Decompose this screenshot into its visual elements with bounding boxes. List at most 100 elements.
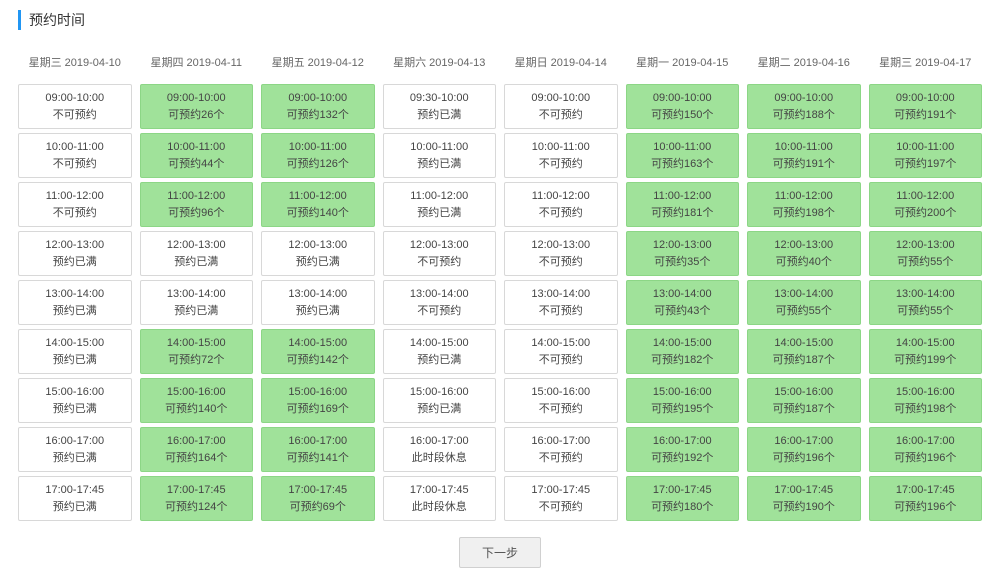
slot-status: 不可预约 bbox=[21, 205, 129, 222]
time-slot: 14:00-15:00预约已满 bbox=[383, 329, 497, 374]
time-slot[interactable]: 16:00-17:00可预约164个 bbox=[140, 427, 254, 472]
time-slot[interactable]: 17:00-17:45可预约196个 bbox=[869, 476, 983, 521]
slot-time: 11:00-12:00 bbox=[507, 188, 615, 205]
slot-status: 可预约191个 bbox=[872, 107, 980, 124]
time-slot[interactable]: 16:00-17:00可预约196个 bbox=[747, 427, 861, 472]
slot-time: 15:00-16:00 bbox=[143, 384, 251, 401]
time-slot[interactable]: 10:00-11:00可预约163个 bbox=[626, 133, 740, 178]
slot-status: 预约已满 bbox=[386, 205, 494, 222]
slot-time: 16:00-17:00 bbox=[507, 433, 615, 450]
slot-time: 11:00-12:00 bbox=[21, 188, 129, 205]
slot-status: 可预约187个 bbox=[750, 352, 858, 369]
day-header: 星期一 2019-04-15 bbox=[626, 48, 740, 80]
time-slot[interactable]: 09:00-10:00可预约191个 bbox=[869, 84, 983, 129]
slot-time: 17:00-17:45 bbox=[143, 482, 251, 499]
time-slot[interactable]: 16:00-17:00可预约196个 bbox=[869, 427, 983, 472]
time-slot: 17:00-17:45不可预约 bbox=[504, 476, 618, 521]
slot-status: 可预约196个 bbox=[872, 499, 980, 516]
slot-time: 09:00-10:00 bbox=[872, 90, 980, 107]
slot-status: 可预约182个 bbox=[629, 352, 737, 369]
time-slot[interactable]: 14:00-15:00可预约199个 bbox=[869, 329, 983, 374]
time-slot[interactable]: 11:00-12:00可预约140个 bbox=[261, 182, 375, 227]
time-slot[interactable]: 11:00-12:00可预约200个 bbox=[869, 182, 983, 227]
slot-time: 12:00-13:00 bbox=[872, 237, 980, 254]
time-slot[interactable]: 15:00-16:00可预约140个 bbox=[140, 378, 254, 423]
day-header: 星期四 2019-04-11 bbox=[140, 48, 254, 80]
time-slot: 13:00-14:00不可预约 bbox=[383, 280, 497, 325]
time-slot[interactable]: 13:00-14:00可预约55个 bbox=[869, 280, 983, 325]
slot-status: 不可预约 bbox=[21, 107, 129, 124]
time-slot[interactable]: 11:00-12:00可预约181个 bbox=[626, 182, 740, 227]
slot-status: 可预约163个 bbox=[629, 156, 737, 173]
slot-status: 可预约195个 bbox=[629, 401, 737, 418]
time-slot[interactable]: 16:00-17:00可预约192个 bbox=[626, 427, 740, 472]
time-slot: 15:00-16:00不可预约 bbox=[504, 378, 618, 423]
slot-time: 10:00-11:00 bbox=[143, 139, 251, 156]
time-slot[interactable]: 14:00-15:00可预约142个 bbox=[261, 329, 375, 374]
slot-time: 10:00-11:00 bbox=[872, 139, 980, 156]
day-header: 星期三 2019-04-17 bbox=[869, 48, 983, 80]
slot-status: 可预约169个 bbox=[264, 401, 372, 418]
time-slot: 13:00-14:00不可预约 bbox=[504, 280, 618, 325]
time-slot[interactable]: 10:00-11:00可预约197个 bbox=[869, 133, 983, 178]
slot-time: 11:00-12:00 bbox=[750, 188, 858, 205]
time-slot[interactable]: 10:00-11:00可预约44个 bbox=[140, 133, 254, 178]
time-slot[interactable]: 14:00-15:00可预约72个 bbox=[140, 329, 254, 374]
slot-time: 11:00-12:00 bbox=[143, 188, 251, 205]
time-slot[interactable]: 09:00-10:00可预约132个 bbox=[261, 84, 375, 129]
time-slot[interactable]: 17:00-17:45可预约124个 bbox=[140, 476, 254, 521]
time-slot[interactable]: 09:00-10:00可预约188个 bbox=[747, 84, 861, 129]
slot-status: 预约已满 bbox=[143, 254, 251, 271]
time-slot[interactable]: 15:00-16:00可预约169个 bbox=[261, 378, 375, 423]
time-slot[interactable]: 12:00-13:00可预约35个 bbox=[626, 231, 740, 276]
slot-status: 可预约132个 bbox=[264, 107, 372, 124]
slot-time: 12:00-13:00 bbox=[750, 237, 858, 254]
slot-time: 13:00-14:00 bbox=[750, 286, 858, 303]
day-header: 星期六 2019-04-13 bbox=[383, 48, 497, 80]
slot-status: 不可预约 bbox=[507, 450, 615, 467]
time-slot: 15:00-16:00预约已满 bbox=[18, 378, 132, 423]
time-slot[interactable]: 11:00-12:00可预约198个 bbox=[747, 182, 861, 227]
day-header: 星期三 2019-04-10 bbox=[18, 48, 132, 80]
time-slot[interactable]: 13:00-14:00可预约55个 bbox=[747, 280, 861, 325]
time-slot[interactable]: 15:00-16:00可预约195个 bbox=[626, 378, 740, 423]
next-button[interactable]: 下一步 bbox=[459, 537, 541, 568]
time-slot[interactable]: 16:00-17:00可预约141个 bbox=[261, 427, 375, 472]
slot-time: 17:00-17:45 bbox=[750, 482, 858, 499]
time-slot[interactable]: 10:00-11:00可预约191个 bbox=[747, 133, 861, 178]
time-slot: 16:00-17:00不可预约 bbox=[504, 427, 618, 472]
slot-time: 16:00-17:00 bbox=[872, 433, 980, 450]
slot-status: 可预约199个 bbox=[872, 352, 980, 369]
time-slot[interactable]: 14:00-15:00可预约187个 bbox=[747, 329, 861, 374]
slot-status: 可预约200个 bbox=[872, 205, 980, 222]
slot-time: 15:00-16:00 bbox=[629, 384, 737, 401]
time-slot: 14:00-15:00预约已满 bbox=[18, 329, 132, 374]
time-slot[interactable]: 12:00-13:00可预约40个 bbox=[747, 231, 861, 276]
time-slot[interactable]: 09:00-10:00可预约26个 bbox=[140, 84, 254, 129]
time-slot[interactable]: 15:00-16:00可预约187个 bbox=[747, 378, 861, 423]
time-slot[interactable]: 12:00-13:00可预约55个 bbox=[869, 231, 983, 276]
time-slot[interactable]: 11:00-12:00可预约96个 bbox=[140, 182, 254, 227]
time-slot[interactable]: 17:00-17:45可预约190个 bbox=[747, 476, 861, 521]
slot-time: 17:00-17:45 bbox=[872, 482, 980, 499]
time-slot[interactable]: 17:00-17:45可预约69个 bbox=[261, 476, 375, 521]
slot-status: 不可预约 bbox=[507, 499, 615, 516]
slot-status: 可预约190个 bbox=[750, 499, 858, 516]
time-slot[interactable]: 15:00-16:00可预约198个 bbox=[869, 378, 983, 423]
slot-status: 此时段休息 bbox=[386, 499, 494, 516]
slot-time: 10:00-11:00 bbox=[629, 139, 737, 156]
time-slot[interactable]: 14:00-15:00可预约182个 bbox=[626, 329, 740, 374]
slot-status: 不可预约 bbox=[507, 156, 615, 173]
slot-status: 可预约140个 bbox=[264, 205, 372, 222]
slot-time: 17:00-17:45 bbox=[386, 482, 494, 499]
time-slot: 17:00-17:45此时段休息 bbox=[383, 476, 497, 521]
time-slot[interactable]: 17:00-17:45可预约180个 bbox=[626, 476, 740, 521]
time-slot[interactable]: 09:00-10:00可预约150个 bbox=[626, 84, 740, 129]
slot-status: 可预约191个 bbox=[750, 156, 858, 173]
time-slot[interactable]: 13:00-14:00可预约43个 bbox=[626, 280, 740, 325]
time-slot: 14:00-15:00不可预约 bbox=[504, 329, 618, 374]
time-slot[interactable]: 10:00-11:00可预约126个 bbox=[261, 133, 375, 178]
slot-status: 可预约150个 bbox=[629, 107, 737, 124]
time-slot: 11:00-12:00不可预约 bbox=[504, 182, 618, 227]
slot-status: 预约已满 bbox=[386, 156, 494, 173]
